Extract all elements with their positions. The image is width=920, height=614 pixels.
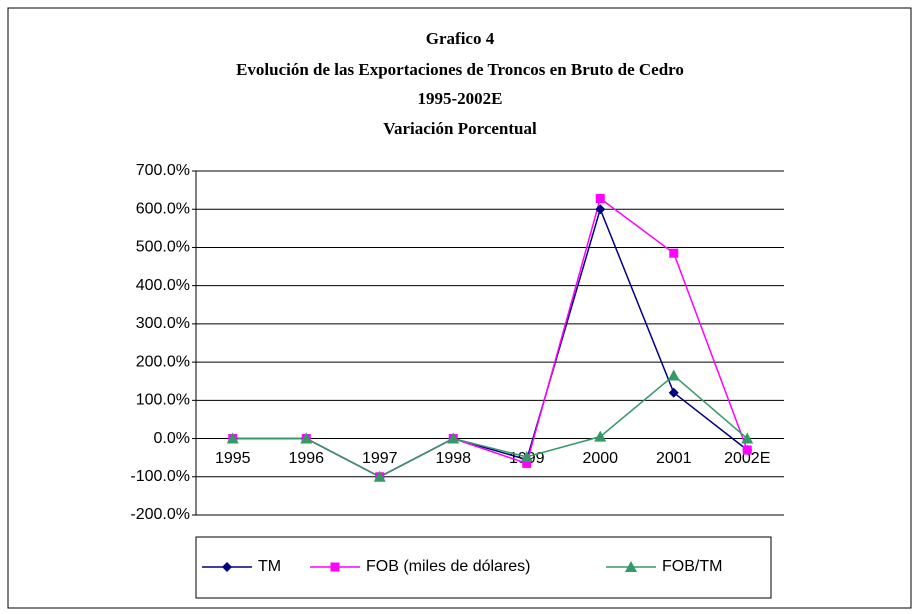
legend-label: FOB/TM: [662, 558, 722, 575]
chart-title: 1995-2002E: [418, 89, 503, 108]
x-tick-label: 1996: [288, 450, 324, 467]
series-marker: [595, 194, 605, 204]
series-marker: [667, 369, 680, 381]
series-marker: [668, 387, 679, 398]
series-marker: [522, 458, 532, 468]
x-tick-label: 1997: [362, 450, 398, 467]
legend-label: TM: [258, 558, 281, 575]
y-tick-label: 0.0%: [154, 430, 190, 447]
series-marker: [300, 432, 313, 444]
x-tick-label: 2002E: [724, 450, 770, 467]
y-tick-label: 700.0%: [136, 162, 190, 179]
chart-title: Evolución de las Exportaciones de Tronco…: [236, 60, 684, 79]
legend-marker: [222, 562, 232, 572]
series-marker: [669, 248, 679, 258]
y-tick-label: 200.0%: [136, 353, 190, 370]
chart-title: Variación Porcentual: [383, 119, 537, 138]
series-marker: [595, 204, 606, 215]
y-tick-label: 600.0%: [136, 200, 190, 217]
series-line: [232, 374, 748, 478]
series-marker: [447, 432, 460, 444]
y-tick-label: 500.0%: [136, 239, 190, 256]
y-tick-label: -200.0%: [130, 506, 190, 523]
y-tick-label: 300.0%: [136, 315, 190, 332]
series-marker: [742, 445, 752, 455]
y-tick-label: 400.0%: [136, 277, 190, 294]
legend-label: FOB (miles de dólares): [366, 558, 531, 575]
chart-border: [7, 7, 912, 609]
series-marker: [373, 470, 386, 482]
series-marker: [226, 432, 239, 444]
x-tick-label: 2001: [656, 450, 692, 467]
y-tick-label: 100.0%: [136, 392, 190, 409]
x-tick-label: 1995: [215, 450, 251, 467]
y-tick-label: -100.0%: [130, 468, 190, 485]
series-marker: [520, 450, 533, 462]
chart-title: Grafico 4: [426, 29, 495, 48]
x-tick-label: 2000: [582, 450, 618, 467]
series-marker: [741, 432, 754, 444]
legend-marker: [330, 562, 340, 572]
series-marker: [594, 430, 607, 442]
x-tick-label: 1998: [435, 450, 471, 467]
legend-box: [195, 536, 772, 599]
legend-marker: [625, 561, 637, 572]
